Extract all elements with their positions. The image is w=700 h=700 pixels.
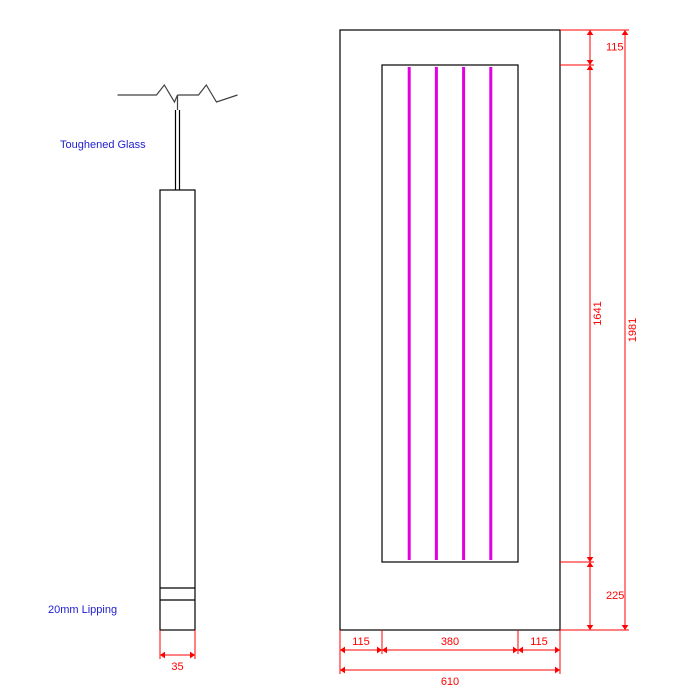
label-lipping: 20mm Lipping <box>48 604 117 616</box>
dim-opening-width: 380 <box>441 636 459 648</box>
dim-stile-right: 115 <box>530 636 548 648</box>
dim-side-width: 35 <box>171 661 183 673</box>
dim-rail-top: 115 <box>606 41 624 53</box>
dim-total-width: 610 <box>441 676 459 688</box>
dim-rail-bottom: 225 <box>606 590 624 602</box>
dim-opening-height: 1641 <box>592 301 604 325</box>
front-view <box>340 30 560 630</box>
side-view <box>118 85 238 630</box>
label-toughened-glass: Toughened Glass <box>60 139 146 151</box>
dim-stile-left: 115 <box>352 636 370 648</box>
dim-total-height: 1981 <box>627 318 639 342</box>
